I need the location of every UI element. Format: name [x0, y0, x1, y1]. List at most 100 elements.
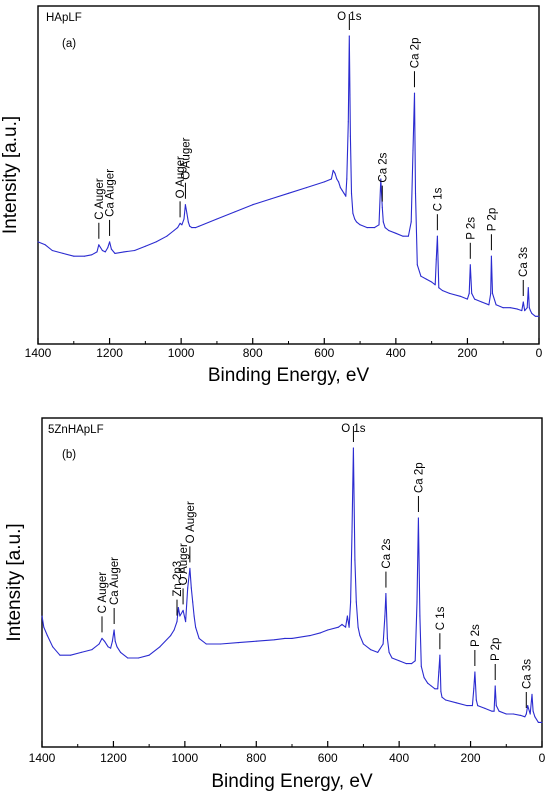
data-point [176, 621, 178, 623]
data-point [471, 705, 473, 707]
data-point [384, 615, 386, 617]
data-point [382, 643, 384, 645]
data-point [348, 35, 350, 37]
x-axis-title: Binding Energy, eV [211, 771, 373, 792]
chart-panel-b: 1400 1200 1000 800 600 400 200 0 Binding Energy,… [4, 417, 546, 792]
data-point [305, 187, 307, 189]
data-point [98, 643, 100, 645]
data-point [101, 249, 103, 252]
data-point [273, 639, 275, 641]
data-point [377, 651, 379, 654]
data-point [491, 710, 493, 712]
data-point [183, 218, 185, 220]
data-point [101, 637, 103, 640]
data-point [505, 713, 507, 715]
data-point [191, 227, 193, 229]
data-point [137, 657, 139, 659]
data-point [103, 640, 106, 642]
peak-label: P 2p [486, 208, 498, 231]
data-point [466, 705, 468, 707]
data-point [350, 192, 353, 194]
peak-label: P 2s [470, 624, 482, 647]
data-point [491, 292, 494, 294]
data-point [198, 225, 200, 227]
data-point [381, 207, 383, 209]
data-point [114, 640, 116, 642]
data-point [80, 651, 82, 654]
data-point [355, 601, 357, 603]
peak-label: Ca 2s [377, 152, 389, 182]
data-point [320, 632, 322, 634]
data-point [466, 298, 468, 300]
data-point [391, 657, 393, 659]
data-point [416, 264, 418, 266]
data-point [366, 227, 368, 229]
peak-label: Ca 3s [518, 247, 530, 277]
data-point [343, 192, 345, 194]
data-point [255, 640, 257, 642]
panel-letter: (b) [62, 449, 76, 461]
data-point [541, 721, 543, 724]
data-point [350, 601, 352, 603]
x-tick-label: 200 [461, 751, 481, 765]
data-point [349, 135, 351, 137]
data-point [348, 626, 350, 628]
data-point [384, 227, 386, 229]
data-point [107, 247, 109, 249]
data-point [234, 211, 236, 213]
data-point [537, 721, 540, 724]
data-point [435, 258, 437, 260]
data-point [448, 292, 451, 294]
data-point [413, 92, 416, 94]
data-point [373, 227, 375, 229]
data-point [534, 716, 536, 718]
data-point [205, 643, 207, 645]
x-tick-label: 0 [536, 346, 543, 360]
data-point [395, 232, 397, 234]
data-point [70, 654, 72, 656]
data-point [417, 517, 419, 519]
x-tick-label: 600 [318, 751, 338, 765]
data-point [441, 289, 443, 292]
data-point [420, 275, 422, 277]
peak-label: Ca 2s [381, 538, 393, 568]
data-point [362, 643, 364, 645]
data-point [441, 696, 443, 698]
data-point [195, 626, 197, 628]
data-point [123, 251, 125, 253]
peak-label: C 1s [432, 187, 444, 211]
data-point [127, 657, 129, 659]
data-point [527, 287, 529, 289]
data-point [187, 587, 189, 589]
data-point [524, 310, 526, 312]
data-point [434, 284, 436, 286]
data-point [216, 218, 218, 220]
data-point [445, 699, 447, 701]
peak-label: Zn 2p3 [172, 561, 184, 597]
data-point [520, 714, 522, 717]
data-point [411, 663, 413, 665]
data-point [398, 660, 400, 662]
data-point [490, 255, 492, 257]
data-point [419, 615, 421, 617]
data-point [173, 629, 175, 631]
spectrum-line [37, 35, 539, 317]
x-tick-label: 400 [386, 346, 406, 360]
data-point [380, 178, 382, 180]
data-point [430, 685, 432, 687]
data-point [402, 235, 404, 237]
data-point [525, 713, 527, 715]
peak-label: Ca 2p [409, 38, 421, 69]
peak-label: C Auger [97, 572, 109, 614]
data-point [474, 298, 476, 300]
data-point [52, 646, 54, 648]
data-point [438, 671, 440, 673]
data-point [62, 252, 64, 254]
data-point [494, 685, 496, 687]
data-point [51, 249, 53, 252]
data-point [438, 287, 440, 289]
data-point [477, 705, 479, 707]
data-point [351, 531, 353, 533]
data-point [357, 626, 359, 628]
peak-label: O Auger [180, 137, 192, 179]
